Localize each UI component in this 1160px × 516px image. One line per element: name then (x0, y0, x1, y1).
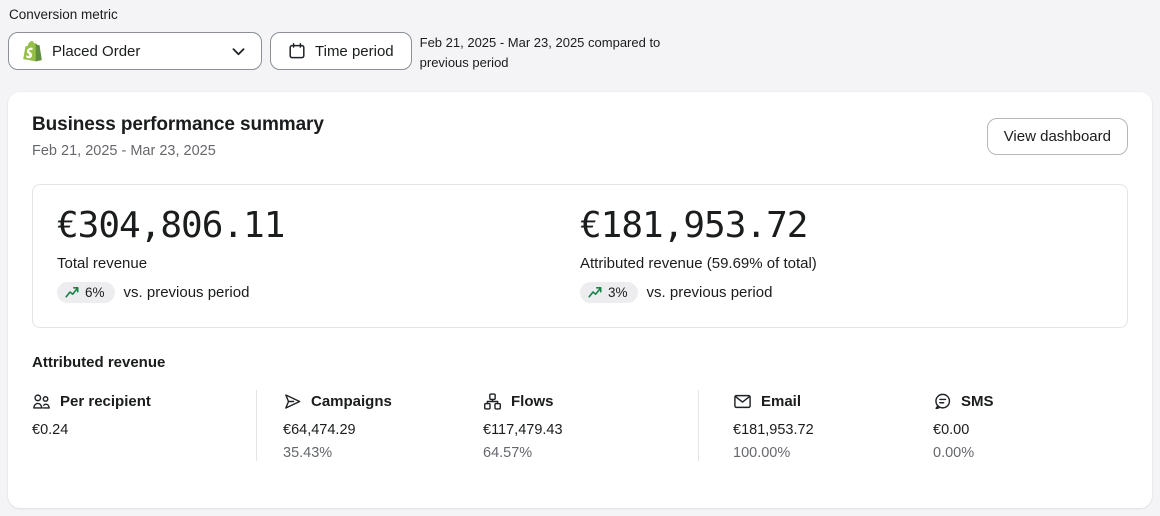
metric-percent: 35.43% (283, 445, 333, 462)
total-revenue-stat: €304,806.11 Total revenue 6% vs. previou… (57, 204, 580, 304)
metric-label: Per recipient (60, 393, 151, 411)
metric-email: Email €181,953.72 100.00% (733, 390, 933, 461)
attributed-revenue-metrics: Per recipient €0.24 Campaigns €64,474.29… (32, 390, 1128, 462)
metric-value: €117,479.43 (483, 422, 563, 439)
change-badge: 6% (57, 282, 115, 304)
attributed-revenue-label: Attributed revenue (59.69% of total) (580, 255, 817, 273)
change-percent: 6% (85, 285, 105, 301)
total-revenue-change-row: 6% vs. previous period (57, 282, 580, 304)
card-date-range: Feb 21, 2025 - Mar 23, 2025 (32, 143, 216, 159)
attributed-revenue-value: €181,953.72 (580, 205, 808, 246)
vertical-divider (698, 390, 699, 462)
change-badge: 3% (580, 282, 638, 304)
conversion-metric-label: Conversion metric (9, 7, 118, 22)
calendar-icon (288, 42, 306, 60)
email-icon (733, 392, 752, 411)
attributed-revenue-change-row: 3% vs. previous period (580, 282, 1103, 304)
comparison-range-note: Feb 21, 2025 - Mar 23, 2025 compared to … (419, 35, 661, 70)
attributed-revenue-stat: €181,953.72 Attributed revenue (59.69% o… (580, 204, 1103, 304)
attributed-revenue-title: Attributed revenue (32, 354, 166, 372)
metric-value: €64,474.29 (283, 422, 356, 439)
metric-label: Campaigns (311, 393, 392, 411)
metric-campaigns: Campaigns €64,474.29 35.43% (283, 390, 483, 461)
metric-value: €181,953.72 (733, 422, 814, 439)
card-header: Business performance summary Feb 21, 202… (32, 114, 1128, 159)
conversion-metric-value: Placed Order (52, 42, 141, 60)
change-percent: 3% (608, 285, 628, 301)
revenue-summary-box: €304,806.11 Total revenue 6% vs. previou… (32, 184, 1128, 329)
metric-value: €0.00 (933, 422, 970, 439)
metric-per-recipient: Per recipient €0.24 (32, 390, 256, 461)
metric-label: Email (761, 393, 802, 411)
total-revenue-value: €304,806.11 (57, 205, 285, 246)
metric-label: SMS (961, 393, 994, 411)
time-period-button[interactable]: Time period (270, 32, 412, 70)
send-icon (283, 392, 302, 411)
comparison-label: vs. previous period (123, 284, 250, 302)
total-revenue-label: Total revenue (57, 255, 148, 273)
metric-sms: SMS €0.00 0.00% (933, 390, 1128, 461)
metric-percent: 0.00% (933, 445, 975, 462)
metric-label: Flows (511, 393, 554, 411)
time-period-label: Time period (315, 42, 394, 60)
sms-icon (933, 392, 952, 411)
people-icon (32, 392, 51, 411)
metric-flows: Flows €117,479.43 64.57% (483, 390, 698, 461)
trend-up-icon (588, 286, 603, 299)
metric-percent: 100.00% (733, 445, 791, 462)
card-title: Business performance summary (32, 114, 324, 135)
metric-percent: 64.57% (483, 445, 533, 462)
conversion-metric-dropdown[interactable]: Placed Order (8, 32, 262, 70)
vertical-divider (256, 390, 257, 462)
flow-icon (483, 392, 502, 411)
chevron-down-icon (230, 43, 247, 60)
business-performance-card: Business performance summary Feb 21, 202… (8, 92, 1152, 508)
comparison-label: vs. previous period (646, 284, 773, 302)
view-dashboard-button[interactable]: View dashboard (986, 118, 1128, 155)
shopify-icon (23, 40, 42, 62)
toolbar: Placed Order Time period Feb 21, 2025 - … (8, 32, 708, 73)
trend-up-icon (65, 286, 80, 299)
metric-value: €0.24 (32, 422, 69, 439)
